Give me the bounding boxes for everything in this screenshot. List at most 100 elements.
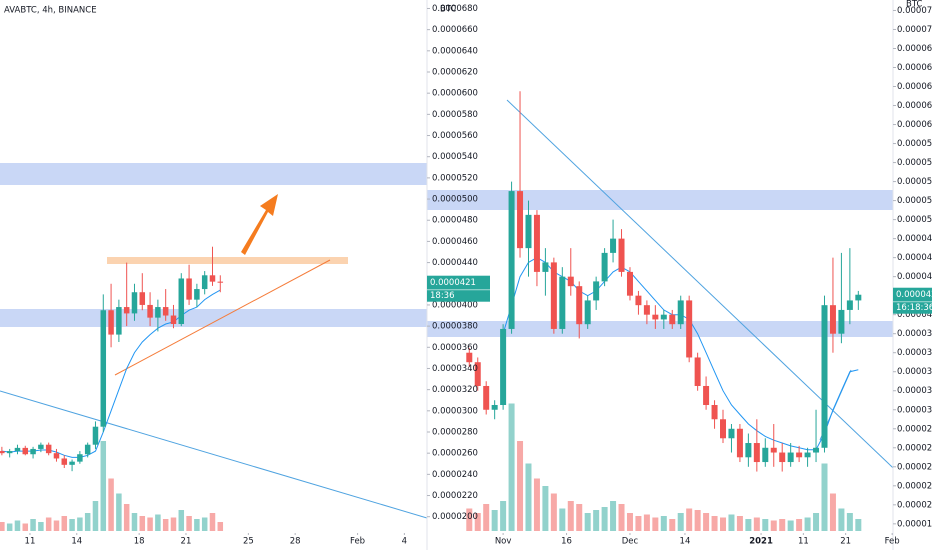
volume-bar [131,513,138,531]
volume-bar [6,523,13,531]
x-tick-label: 25 [243,537,254,547]
y-tick-label: 0.0000280 [432,428,478,438]
volume-bar [466,508,473,531]
y-tick-label: 0.0000680 [432,4,478,14]
candle-body [643,305,650,315]
zone [427,190,893,210]
candle-body [821,305,828,448]
candle-body [669,314,676,325]
candle-body [576,286,583,325]
volume-bar [728,514,735,531]
volume-bar [610,501,617,531]
volume-bar [838,508,845,531]
volume-bar [186,516,192,531]
volume-bar [542,486,549,531]
currency: BTC [906,0,923,10]
candle-body [209,275,216,282]
y-tick-label: 0.0000540 [432,152,478,162]
y-tick-label: 0.0000640 [432,46,478,56]
volume-bar [720,517,727,531]
candle-body [584,300,591,325]
candle-body [162,307,169,316]
candle-body [838,309,845,334]
volume-bar [108,478,114,531]
candle-body [846,300,853,310]
volume-bar [92,501,99,531]
candle-body [108,310,114,335]
volume-bar [61,516,68,531]
volume-bar [736,516,743,531]
volume-bar [162,519,169,531]
volume-bar [770,520,777,531]
candle-body [517,191,524,249]
candle-body [559,276,566,329]
y-tick-label: 0.0000360 [897,348,932,358]
y-tick-label: 0.0000380 [432,322,478,332]
candle-body [45,444,52,454]
countdown: 16:18:36 [896,303,932,313]
trend-line [506,99,893,469]
candle-body [483,385,490,410]
left-panel [0,163,427,531]
volume-bar [178,510,185,531]
volume-bar [660,516,667,531]
volume-bar [829,493,836,531]
y-tick-label: 0.0000400 [897,310,932,320]
y-tick-label: 0.0000440 [432,258,478,268]
y-tick-label: 0.0000380 [897,329,932,339]
y-tick-label: 0.0000240 [897,462,932,472]
candle-body [829,305,836,334]
volume-bar [686,508,693,531]
candle-body [69,461,75,465]
price-label-box [893,287,932,314]
volume-bar [53,520,60,531]
candle-body [500,328,507,405]
right-panel [427,91,893,531]
y-tick-label: 0.0000580 [897,139,932,149]
y-tick-label: 0.0000560 [897,158,932,168]
y-tick-label: 0.0000460 [432,237,478,247]
volume-bar [533,478,540,531]
y-tick-label: 0.0000520 [432,173,478,183]
candle-body [139,292,146,305]
volume-bar [217,522,224,531]
volume-bar [601,507,608,531]
volume-bar [500,501,507,531]
y-tick-label: 0.0000300 [897,405,932,415]
y-tick-label: 0.0000660 [432,25,478,35]
candle-body [38,444,44,449]
volume-bar [508,403,515,531]
candle-body [100,310,107,427]
volume-bar [745,519,752,531]
volume-bar [669,519,676,531]
volume-bar [779,519,786,531]
candle-body [728,428,735,439]
candle-body [131,292,138,314]
y-tick-label: 0.0000320 [432,385,478,395]
y-tick-label: 0.0000600 [897,120,932,130]
candle-body [92,426,99,445]
volume-bar [762,519,769,531]
volume-bar [100,441,107,531]
candle-body [567,276,574,287]
y-tick-label: 0.0000660 [897,63,932,73]
volume-bar [69,519,75,531]
candle-body [170,315,177,324]
candle-body [550,262,557,329]
y-tick-label: 0.0000340 [897,367,932,377]
volume-bar [635,516,642,531]
volume-bar [694,510,701,531]
volume-bar [116,493,122,531]
candle-body [686,300,693,358]
candle-body [770,447,777,453]
volume-bar [139,516,146,531]
candle-body [542,262,549,272]
candle-body [677,300,684,325]
x-tick-label: 4 [402,537,407,547]
y-tick-label: 0.0000280 [897,424,932,434]
y-tick-label: 0.0000540 [897,177,932,187]
candle-body [762,447,769,463]
volume-bar [38,522,44,531]
x-tick-label: 14 [71,537,82,547]
